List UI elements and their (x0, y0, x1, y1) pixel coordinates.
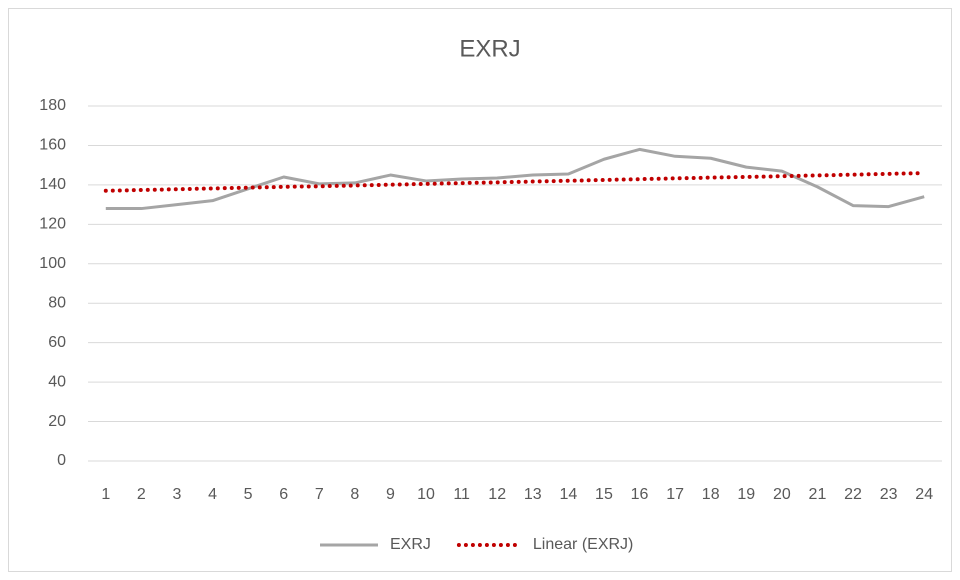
y-tick-label: 120 (39, 216, 66, 233)
x-tick-label: 8 (350, 486, 359, 503)
x-tick-label: 22 (844, 486, 862, 503)
y-tick-label: 160 (39, 137, 66, 154)
y-tick-label: 40 (48, 373, 66, 390)
x-tick-label: 14 (559, 486, 577, 503)
x-tick-label: 5 (244, 486, 253, 503)
x-tick-label: 19 (737, 486, 755, 503)
x-tick-label: 15 (595, 486, 613, 503)
chart-frame (8, 8, 952, 572)
legend-label: Linear (EXRJ) (533, 536, 633, 553)
y-tick-label: 140 (39, 176, 66, 193)
series-line (105, 147, 925, 211)
x-tick-label: 16 (631, 486, 649, 503)
x-tick-label: 4 (208, 486, 217, 503)
chart-title: EXRJ (459, 35, 520, 62)
legend-label: EXRJ (390, 536, 431, 553)
x-tick-label: 17 (666, 486, 684, 503)
y-tick-label: 20 (48, 413, 66, 430)
x-tick-label: 21 (809, 486, 827, 503)
x-tick-label: 13 (524, 486, 542, 503)
x-tick-label: 10 (417, 486, 435, 503)
x-tick-label: 3 (173, 486, 182, 503)
y-tick-label: 60 (48, 334, 66, 351)
y-tick-label: 180 (39, 97, 66, 114)
x-tick-label: 12 (488, 486, 506, 503)
y-tick-label: 100 (39, 255, 66, 272)
x-tick-label: 24 (915, 486, 933, 503)
x-tick-label: 23 (880, 486, 898, 503)
y-tick-label: 0 (57, 452, 66, 469)
x-tick-label: 7 (315, 486, 324, 503)
x-tick-label: 20 (773, 486, 791, 503)
x-tick-label: 11 (453, 486, 470, 503)
x-tick-label: 9 (386, 486, 395, 503)
x-tick-label: 2 (137, 486, 146, 503)
x-tick-label: 1 (101, 486, 110, 503)
x-tick-label: 6 (279, 486, 288, 503)
y-tick-label: 80 (48, 294, 66, 311)
x-tick-label: 18 (702, 486, 720, 503)
